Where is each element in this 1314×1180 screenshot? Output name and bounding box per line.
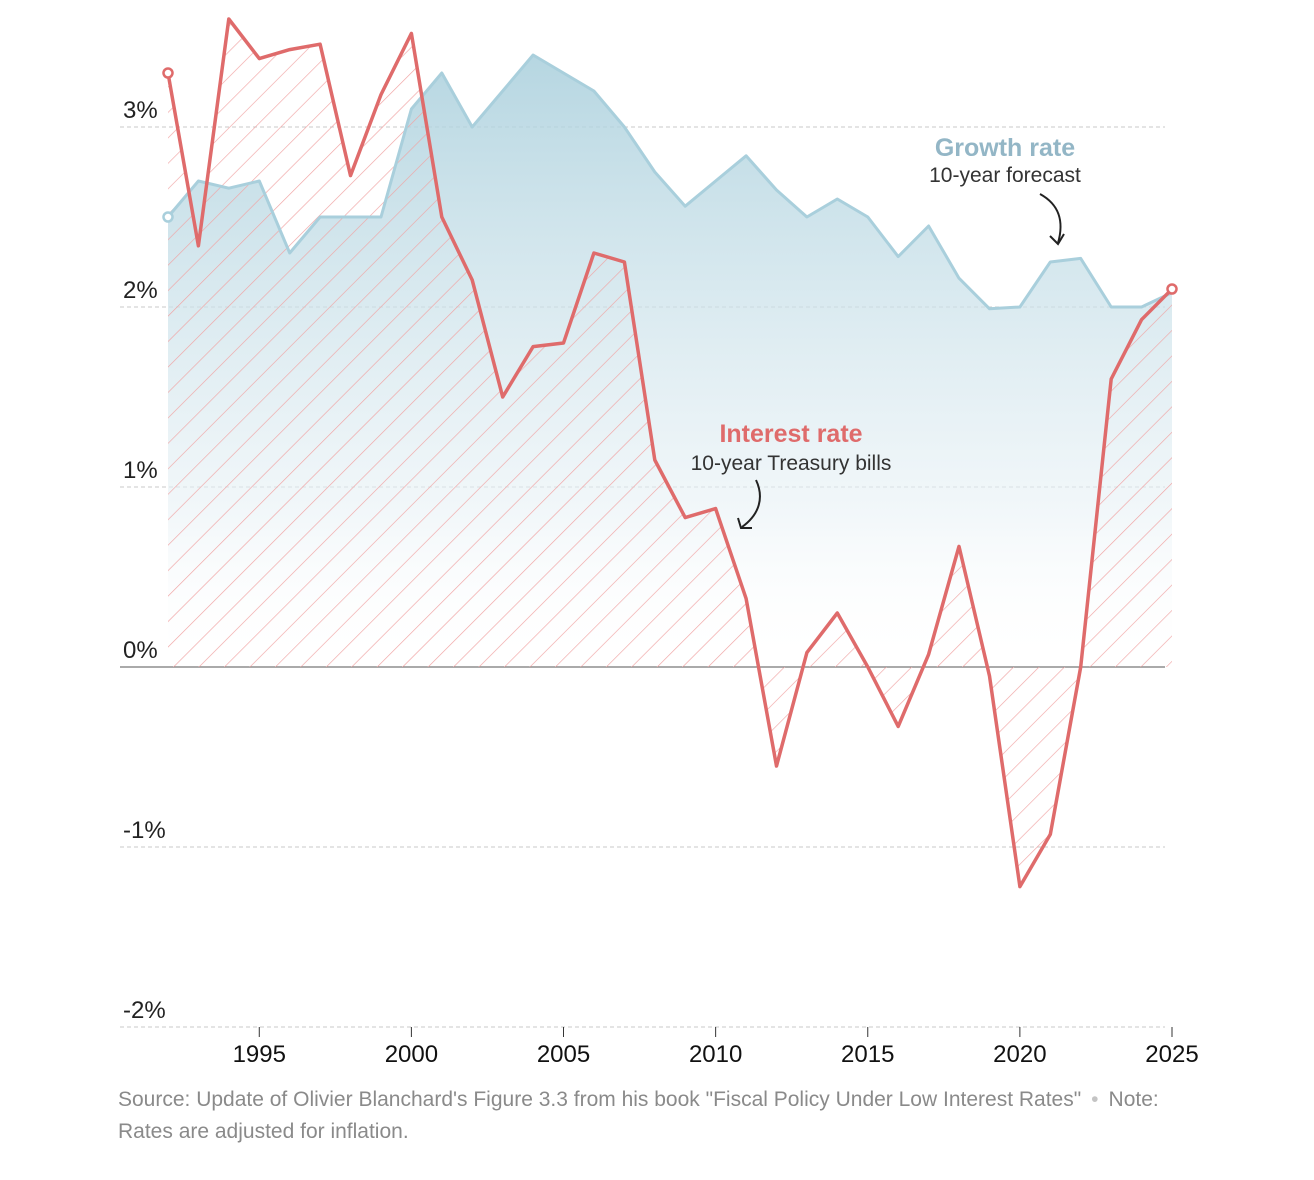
x-tick-label: 1995 <box>233 1041 286 1068</box>
x-tick-label: 2000 <box>385 1041 438 1068</box>
y-tick-label: 3% <box>123 97 158 124</box>
interest-end-point <box>1166 283 1178 295</box>
y-tick-label: -2% <box>123 997 166 1024</box>
note-text: Note: Rates are adjusted for inflation. <box>118 1088 1159 1143</box>
growth-arrow-icon <box>1039 193 1062 244</box>
x-tick-label: 2025 <box>1145 1041 1198 1068</box>
interest-start-point <box>162 67 174 79</box>
line-layer <box>162 17 1178 889</box>
interest-rate-sublabel: 10-year Treasury bills <box>691 452 892 475</box>
interest-rate-line <box>166 17 1174 889</box>
chart: 3% 2% 1% 0% -1% -2% 1995 2000 2005 2010 2015 2020 2… <box>120 17 1199 1068</box>
growth-rate-label: Growth rate <box>935 134 1075 162</box>
y-tick-label: 2% <box>123 277 158 304</box>
x-tick-label: 2005 <box>537 1041 590 1068</box>
interest-annotation: Interest rate 10-year Treasury bills <box>691 420 892 529</box>
x-axis: 1995 2000 2005 2010 2015 2020 2025 <box>233 1027 1199 1068</box>
x-tick-label: 2015 <box>841 1041 894 1068</box>
y-tick-label: 0% <box>123 637 158 664</box>
chart-footer: Source: Update of Olivier Blanchard's Fi… <box>118 1084 1218 1148</box>
growth-arrowhead-icon <box>1049 233 1065 246</box>
x-tick-label: 2020 <box>993 1041 1046 1068</box>
growth-annotation: Growth rate 10-year forecast <box>929 134 1081 246</box>
interest-arrow-icon <box>741 479 761 528</box>
source-text: Source: Update of Olivier Blanchard's Fi… <box>118 1088 1082 1111</box>
growth-start-point <box>162 211 174 223</box>
y-tick-label: 1% <box>123 457 158 484</box>
growth-rate-sublabel: 10-year forecast <box>929 164 1081 187</box>
x-tick-label: 2010 <box>689 1041 742 1068</box>
y-axis: 3% 2% 1% 0% -1% -2% <box>123 97 166 1024</box>
separator-dot: • <box>1091 1088 1099 1111</box>
growth-rate-line <box>166 53 1173 311</box>
interest-arrowhead-icon <box>737 517 752 529</box>
y-tick-label: -1% <box>123 817 166 844</box>
interest-rate-label: Interest rate <box>719 420 862 448</box>
